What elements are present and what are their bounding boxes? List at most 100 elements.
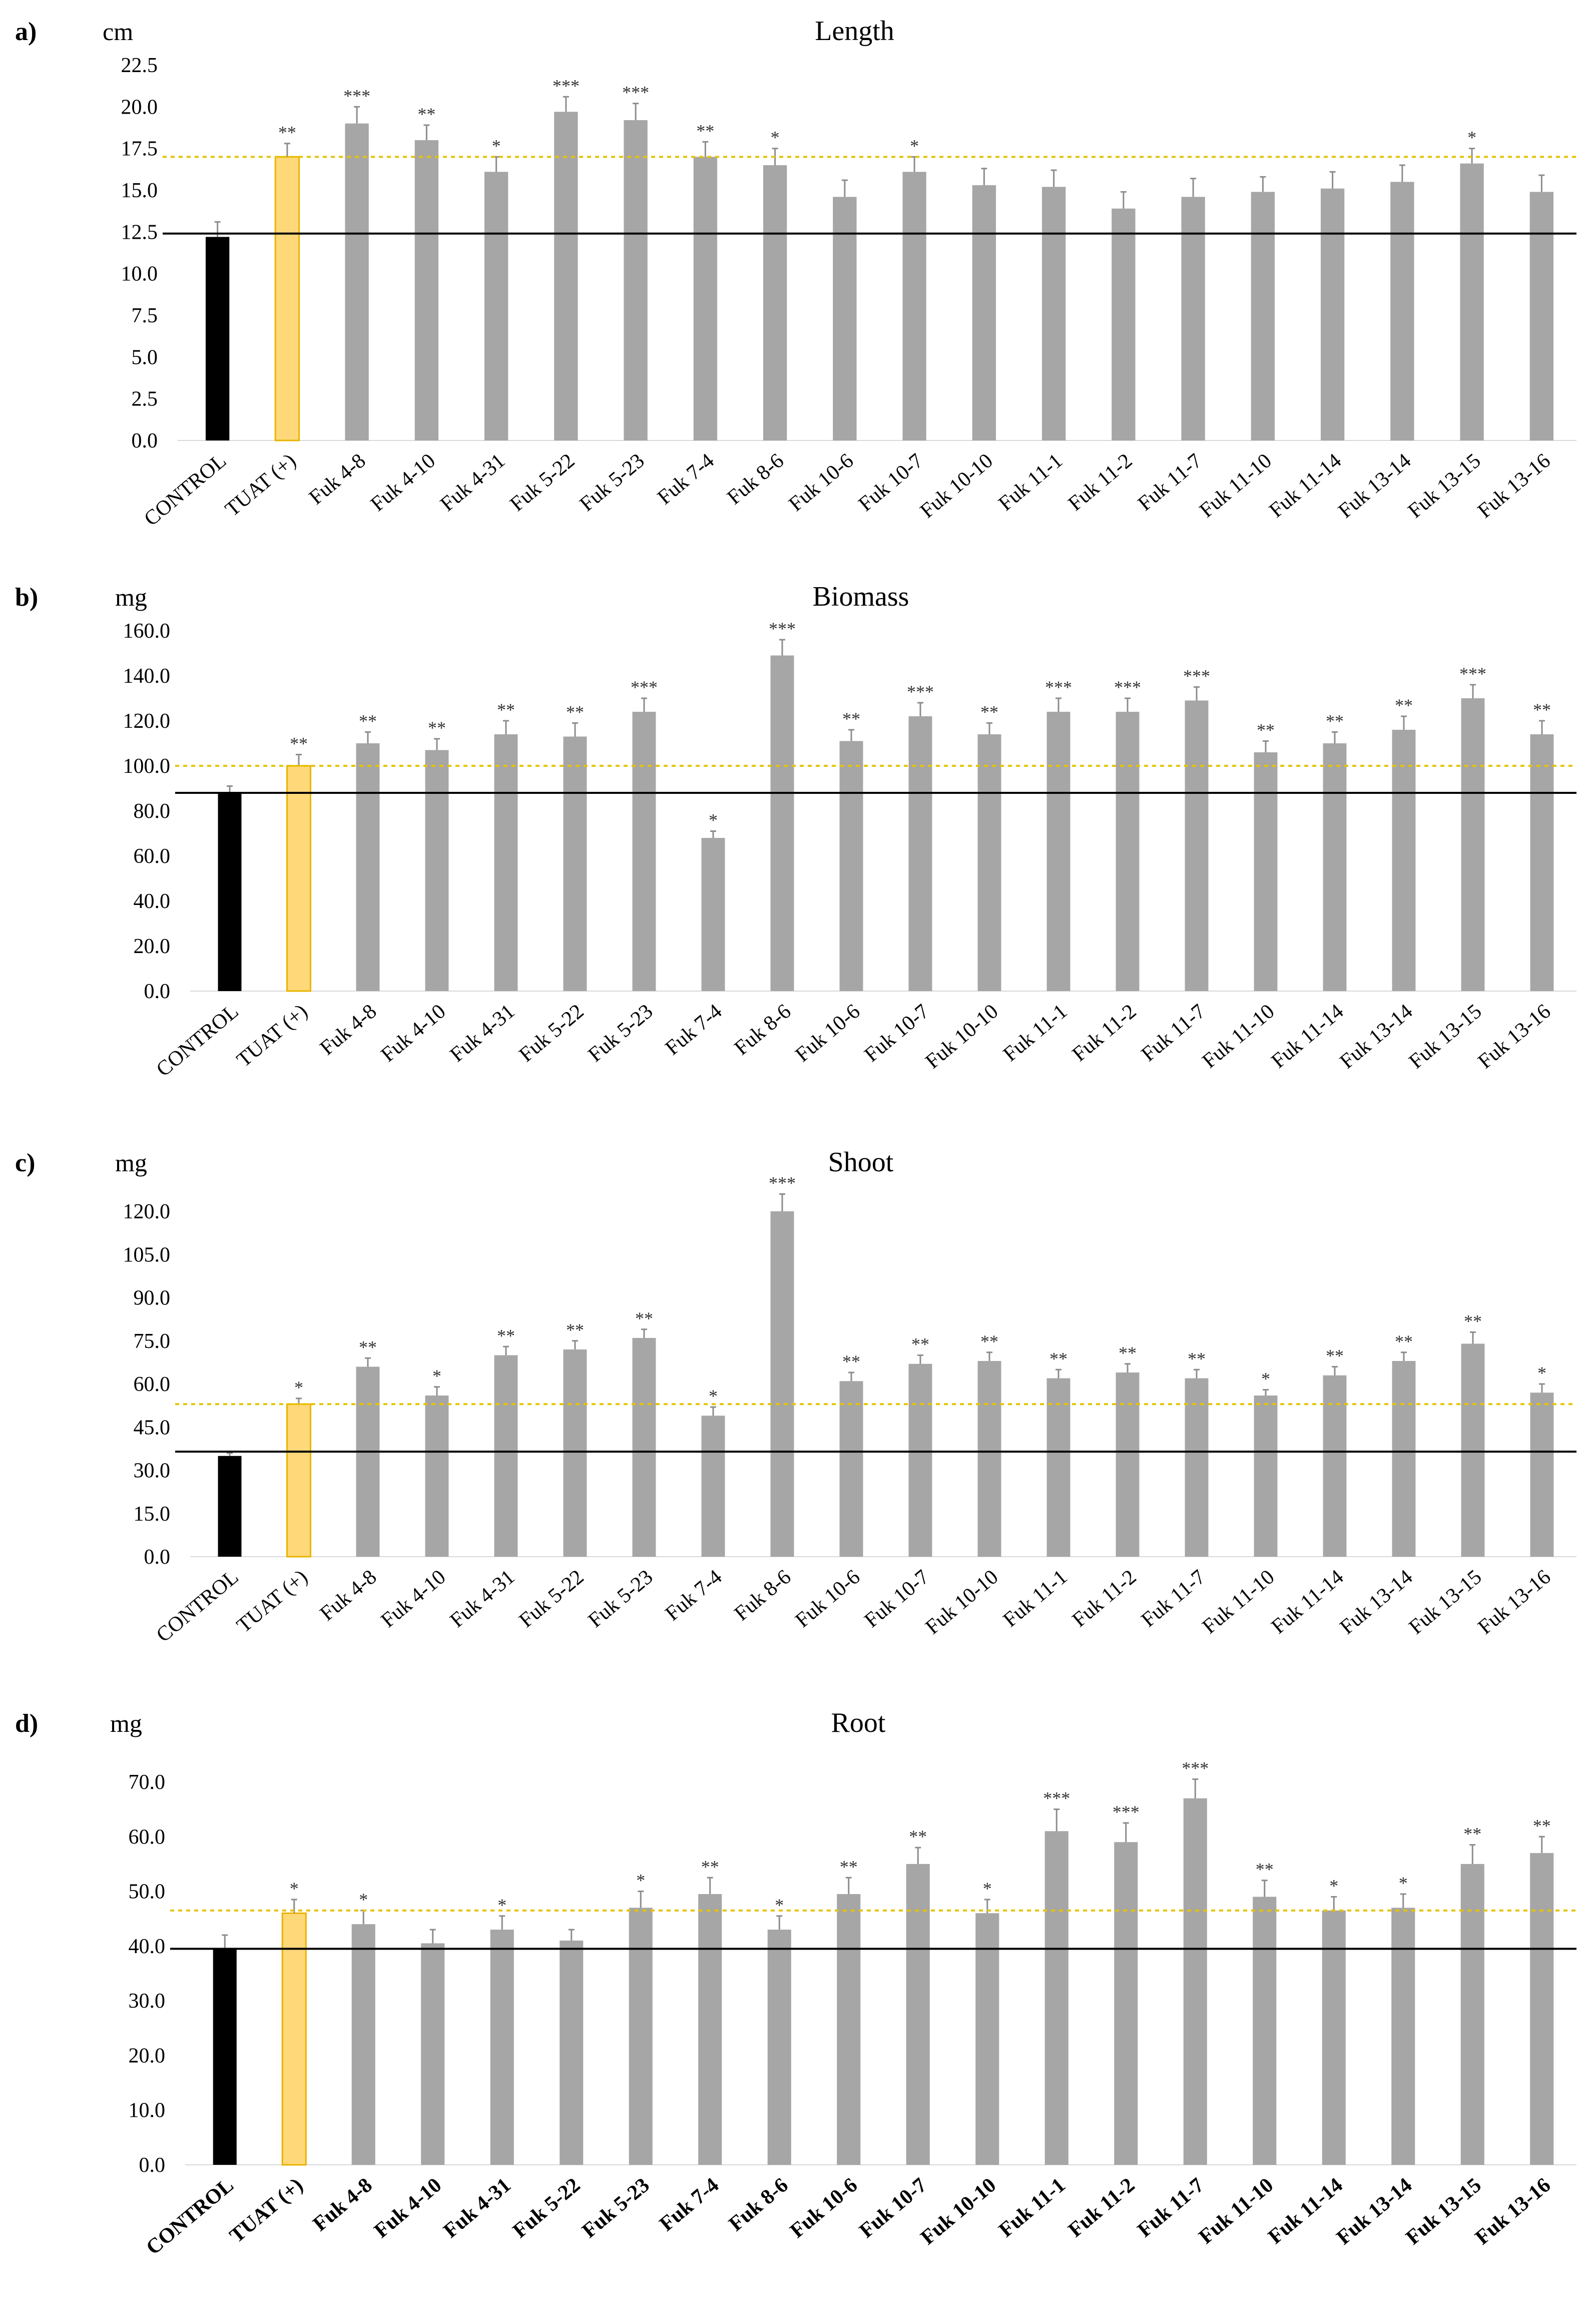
significance-marker: ** [1119,1343,1137,1363]
significance-marker: ** [1533,700,1551,720]
y-tick-label: 12.5 [121,221,158,244]
panel-label: c) [15,1149,35,1177]
chart-title: Root [831,1707,886,1738]
bar [698,1894,722,2165]
y-tick-label: 30.0 [134,1460,171,1483]
x-tick-label: Fuk 13-16 [1474,1000,1555,1073]
bar [494,734,518,991]
chart-panel-2: b) mg Biomass 0.0 20.0 40.0 60.0 80.0 100.0 120.0… [15,581,1576,1081]
x-tick-label: Fuk 11-14 [1265,449,1346,522]
significance-marker: ** [696,121,714,141]
x-tick-label: Fuk 11-1 [994,2173,1070,2242]
significance-marker: ** [1256,1860,1274,1880]
significance-marker: ** [842,709,860,729]
significance-marker: *** [553,76,580,96]
y-tick-label: 17.5 [121,138,158,161]
bar [1530,1393,1554,1557]
x-tick-label: Fuk 13-15 [1405,1000,1486,1073]
x-tick-label: Fuk 10-10 [916,449,997,523]
x-tick-label: Fuk 13-14 [1334,449,1416,523]
y-tick-label: 40.0 [129,1935,166,1958]
bar [218,793,242,991]
significance-marker: *** [1459,664,1486,684]
x-tick-label: Fuk 4-31 [439,2173,515,2242]
significance-marker: ** [842,1351,860,1371]
y-tick-label: 20.0 [134,935,171,958]
x-tick-label: Fuk 11-10 [1198,1000,1279,1073]
bar [1253,1897,1277,2165]
bar [908,1363,932,1557]
x-tick-label: Fuk 5-22 [515,1565,589,1632]
y-tick-label: 120.0 [123,710,171,733]
panel-label: d) [15,1709,38,1738]
bar [839,1381,863,1557]
x-tick-label: Fuk 7-4 [661,1565,727,1625]
significance-marker: *** [343,86,370,106]
x-tick-label: Fuk 11-2 [1064,2173,1139,2242]
bar [213,1949,237,2165]
bar [281,1912,307,2166]
x-tick-label: Fuk 4-10 [370,2173,446,2242]
x-tick-label: Fuk 4-31 [446,1565,519,1632]
significance-marker: * [1261,1369,1270,1389]
significance-marker: ** [1188,1348,1206,1368]
bar [1181,197,1205,440]
bar [763,165,787,440]
significance-marker: ** [566,1320,584,1340]
x-tick-label: Fuk 4-8 [309,2173,377,2235]
chart-title: Length [815,16,894,47]
x-tick-label: Fuk 5-23 [584,1000,658,1066]
x-tick-label: Fuk 5-23 [578,2173,654,2242]
significance-marker: *** [907,682,934,702]
bar [839,741,863,991]
x-tick-label: Fuk 10-10 [921,1000,1003,1073]
significance-marker: * [983,1879,992,1899]
significance-marker: * [771,128,780,148]
bar [1529,192,1554,440]
x-tick-label: TUAT (+) [221,449,300,521]
x-tick-label: Fuk 13-15 [1402,2173,1486,2249]
bar [1530,1853,1554,2165]
bar [494,1355,518,1557]
bar [1254,752,1278,991]
bar [975,1913,999,2165]
bar [1116,712,1140,991]
bar [770,655,794,991]
bar [693,157,718,440]
significance-marker: * [1399,1873,1408,1893]
x-tick-label: Fuk 11-2 [1068,1000,1141,1066]
chart-panel-1: a) cm Length 0.0 2.5 5.0 7.5 10.0 12.5 15.0 17.5 20… [15,16,1576,531]
y-tick-label: 45.0 [134,1416,171,1439]
bar [1251,192,1275,440]
significance-marker: ** [1464,1311,1482,1331]
bar [1323,1375,1347,1557]
x-tick-label: CONTROL [142,2173,238,2259]
x-tick-label: Fuk 11-14 [1264,2173,1347,2248]
x-tick-label: Fuk 4-8 [305,449,370,509]
x-tick-label: TUAT (+) [233,1565,312,1637]
y-axis-unit: cm [103,18,133,46]
x-tick-label: Fuk 7-4 [655,2173,723,2235]
bar [833,197,857,440]
significance-marker: ** [428,718,446,738]
significance-marker: ** [497,700,515,720]
bar [701,838,725,991]
y-axis-unit: mg [115,583,147,611]
significance-marker: * [492,136,501,156]
bar [837,1894,861,2165]
bar [902,172,926,440]
bar [554,112,578,441]
bar [218,1456,242,1557]
bar [1323,743,1347,991]
significance-marker: *** [769,619,796,639]
x-tick-label: Fuk 11-14 [1267,1000,1348,1073]
x-tick-label: Fuk 11-10 [1195,449,1276,522]
bar [977,734,1001,991]
x-tick-label: Fuk 5-22 [506,449,580,516]
significance-marker: ** [911,1334,929,1354]
bar [1112,208,1136,440]
y-tick-label: 60.0 [129,1825,166,1848]
x-tick-label: Fuk 4-10 [377,1000,450,1066]
significance-marker: *** [1113,1802,1140,1822]
